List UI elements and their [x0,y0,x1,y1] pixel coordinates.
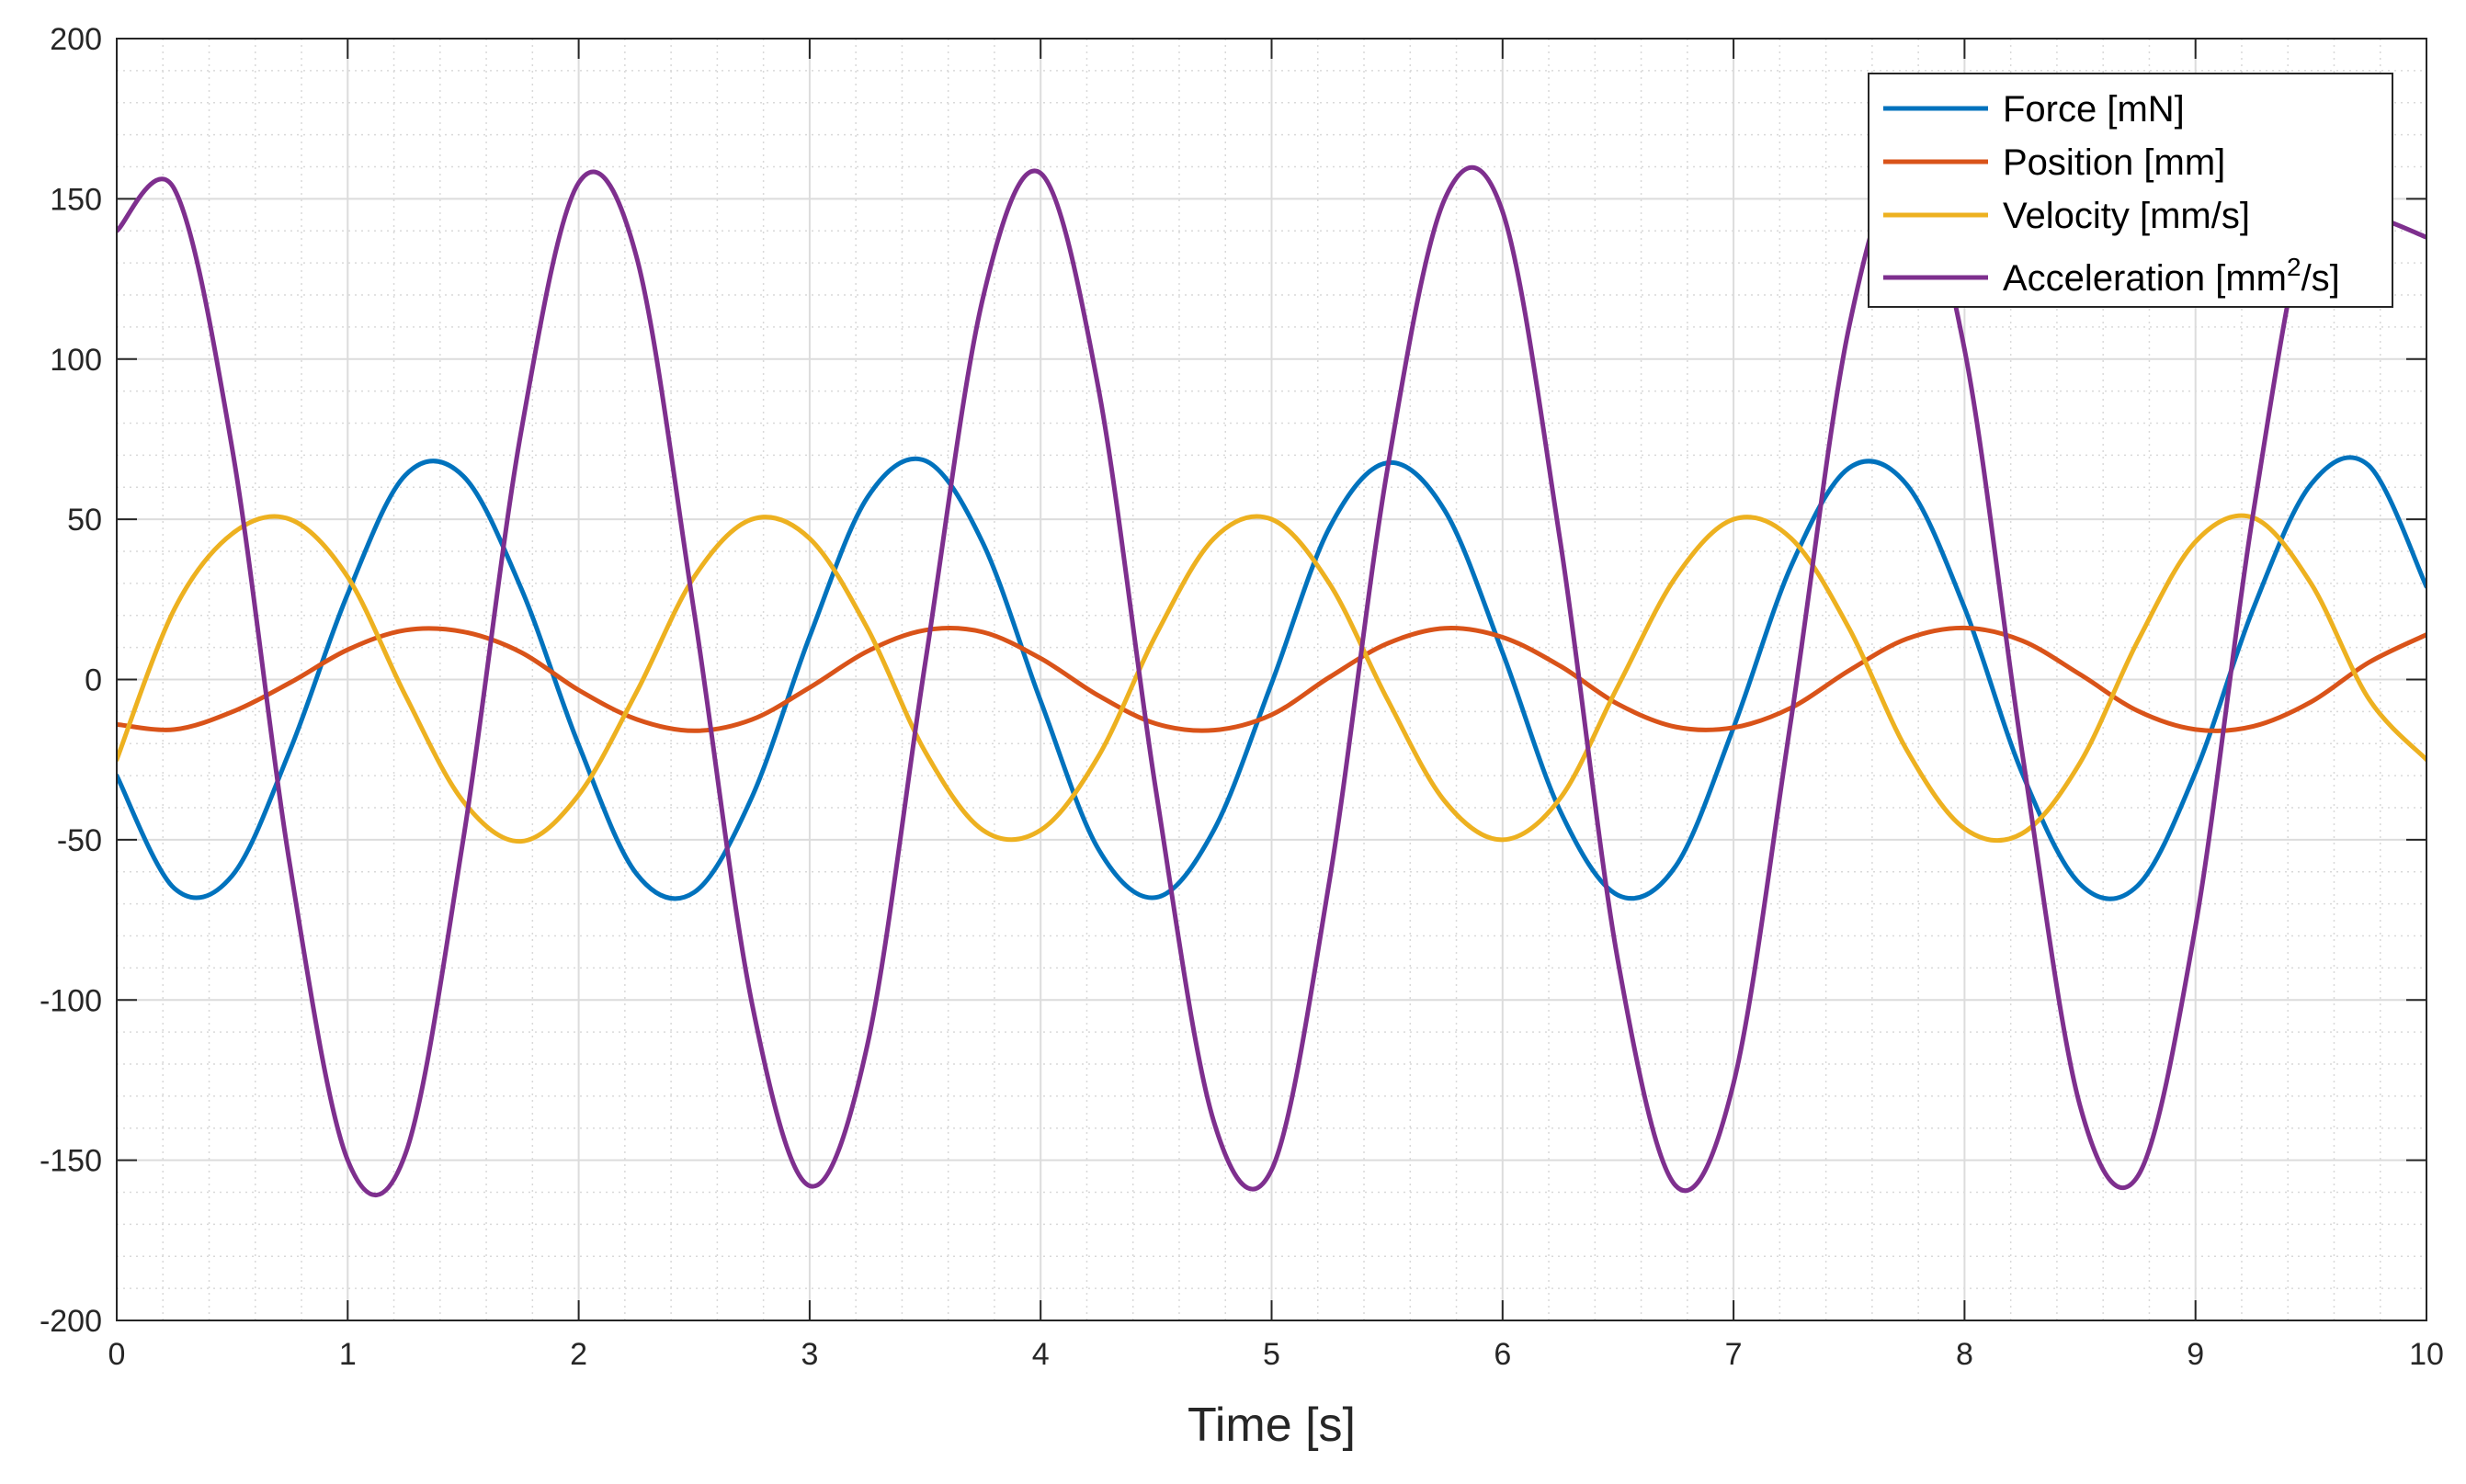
x-tick-label: 4 [1032,1337,1050,1372]
y-tick-label: 0 [85,663,102,698]
series-line-0 [117,455,2426,901]
y-tick-label: -200 [40,1304,102,1339]
y-tick-label: -150 [40,1144,102,1179]
y-tick-label: 150 [50,182,102,217]
x-tick-label: 0 [108,1337,126,1372]
y-tick-label: 200 [50,22,102,57]
legend-label-0: Force [mN] [2003,89,2185,130]
legend-label-2: Velocity [mm/s] [2003,196,2250,236]
legend-box [1868,73,2393,308]
legend-label-3: Acceleration [mm2/s] [2003,253,2340,299]
x-tick-label: 10 [2409,1337,2444,1372]
x-tick-label: 7 [1725,1337,1743,1372]
x-tick-label: 8 [1956,1337,1973,1372]
series-line-1 [117,625,2426,733]
y-tick-label: -50 [57,823,102,858]
x-axis-title: Time [s] [1188,1399,1356,1452]
y-tick-label: 100 [50,343,102,378]
legend-label-1: Position [mm] [2003,142,2225,183]
x-tick-label: 2 [570,1337,587,1372]
y-tick-labels: -200 -150 -100 -50 0 50 100 150 200 [40,22,102,1339]
series-group [117,164,2426,1198]
series-line-2 [117,513,2426,844]
x-tick-label: 5 [1263,1337,1280,1372]
plot-frame [116,38,2427,1321]
legend: Force [mN] Position [mm] Velocity [mm/s] Ac… [1868,73,2393,308]
x-tick-label: 3 [801,1337,818,1372]
series-line-3 [117,164,2426,1198]
y-tick-label: -100 [40,983,102,1018]
y-tick-label: 50 [67,503,102,538]
x-tick-label: 6 [1494,1337,1511,1372]
x-tick-labels: 0 1 2 3 4 5 6 7 8 9 10 [108,1337,2444,1372]
x-tick-label: 1 [339,1337,357,1372]
minor-grid [117,39,2426,1320]
x-tick-label: 9 [2187,1337,2204,1372]
